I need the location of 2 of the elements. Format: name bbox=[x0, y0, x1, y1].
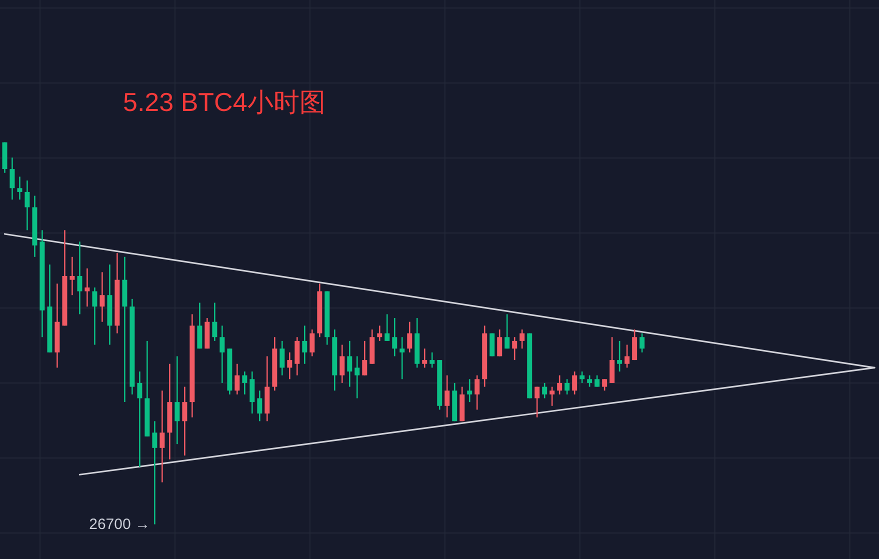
chart-title: 5.23 BTC4小时图 bbox=[123, 87, 326, 117]
annotation: 26700 → bbox=[89, 516, 150, 533]
